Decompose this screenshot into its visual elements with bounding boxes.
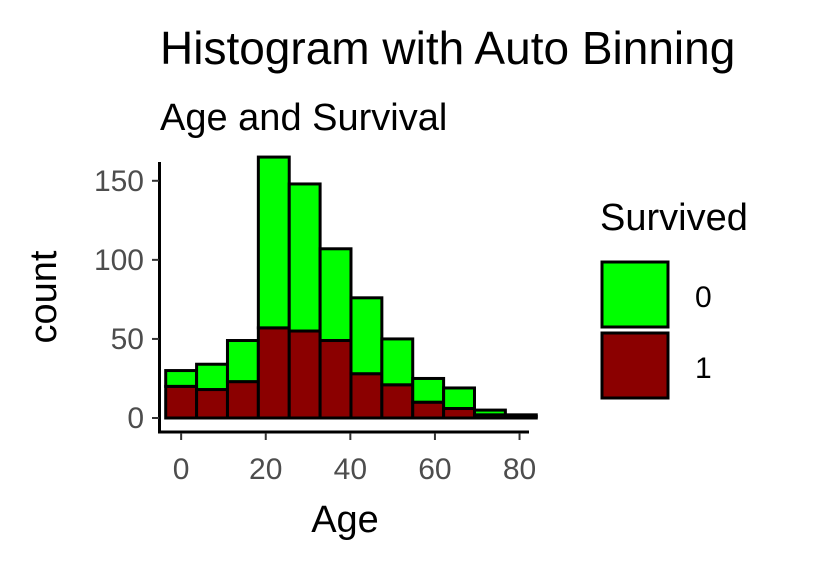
bar-survived-0-bin-0 xyxy=(164,369,199,388)
bar-survived-0-bin-4 xyxy=(287,182,322,333)
bar-survived-1-bin-4 xyxy=(287,329,322,420)
bar-survived-0-bin-6 xyxy=(349,296,384,376)
x-tick-label-1: 20 xyxy=(249,453,282,486)
bar-survived-0-bin-5 xyxy=(318,247,353,343)
x-tick-label-2: 40 xyxy=(334,453,367,486)
x-axis-title: Age xyxy=(311,499,379,541)
bar-survived-0-bin-11 xyxy=(503,413,538,418)
y-tick-label-2: 100 xyxy=(94,244,144,277)
legend-title: Survived xyxy=(600,197,748,239)
x-ticks: 0 20 40 60 80 xyxy=(173,433,536,486)
bar-survived-1-bin-5 xyxy=(318,339,353,420)
bar-survived-0-bin-9 xyxy=(442,386,476,411)
bar-survived-0-bin-7 xyxy=(380,337,415,387)
bar-survived-0-bin-3 xyxy=(256,155,291,330)
legend-label-0: 0 xyxy=(695,281,712,314)
bars-layer xyxy=(164,155,538,420)
x-tick-label-3: 60 xyxy=(418,453,451,486)
bar-survived-0-bin-10 xyxy=(472,408,507,417)
legend-swatch-0 xyxy=(600,260,670,329)
y-tick-label-3: 150 xyxy=(94,165,144,198)
y-tick-label-1: 50 xyxy=(111,323,144,356)
bar-survived-1-bin-1 xyxy=(195,388,229,420)
bar-survived-1-bin-0 xyxy=(164,384,199,420)
bar-survived-1-bin-7 xyxy=(380,383,415,420)
x-tick-label-4: 80 xyxy=(503,453,536,486)
chart-title: Histogram with Auto Binning xyxy=(160,22,735,74)
bar-survived-1-bin-2 xyxy=(225,380,260,420)
y-axis-title: count xyxy=(23,250,65,343)
y-tick-label-0: 0 xyxy=(127,402,144,435)
bar-survived-1-bin-3 xyxy=(256,326,291,420)
bar-survived-0-bin-8 xyxy=(411,376,446,404)
legend-swatch-1 xyxy=(600,331,670,400)
x-tick-label-0: 0 xyxy=(173,453,190,486)
legend: Survived 0 1 xyxy=(600,197,748,400)
bar-survived-1-bin-8 xyxy=(411,400,446,420)
legend-label-1: 1 xyxy=(695,352,712,385)
bar-survived-1-bin-6 xyxy=(349,372,384,420)
y-ticks: 0 50 100 150 xyxy=(94,165,159,435)
bar-survived-0-bin-1 xyxy=(195,362,229,392)
bar-survived-0-bin-2 xyxy=(225,339,260,384)
chart-subtitle: Age and Survival xyxy=(160,97,447,139)
